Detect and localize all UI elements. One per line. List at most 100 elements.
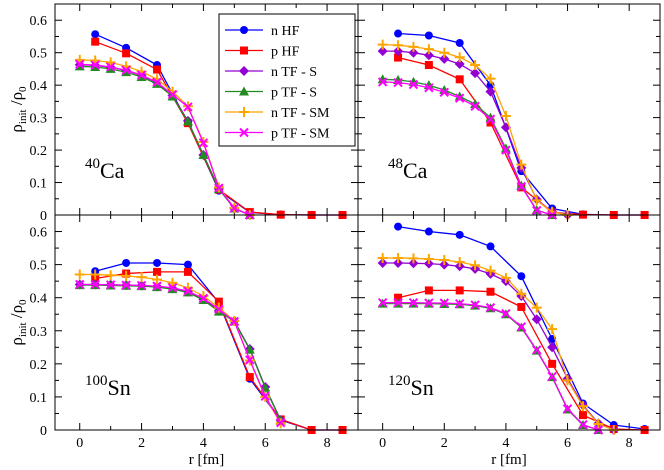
data-point-p-tf-sm [136,280,147,291]
series-line-p-hf [397,289,645,431]
series-p-tf-s [377,298,604,434]
data-point-n-tf-sm [152,274,163,285]
nucleus-label: 48Ca [388,156,428,183]
series-line-p-hf [95,271,343,431]
data-point-n-tf-s [377,46,388,57]
series-p-tf-sm [75,59,255,220]
data-point-p-hf [214,297,223,306]
series-n-tf-s [377,46,573,220]
legend: n HF p HF n TF - S p TF - S n TF - SM p TF - … [218,13,356,147]
data-point-p-tf-sm [105,62,116,72]
data-point-p-hf [424,61,433,70]
data-point-n-tf-sm [105,270,116,281]
y-axis-title: ρinit /ρ0 [7,299,29,346]
data-point-n-tf-s [470,68,481,79]
data-point-n-hf [122,258,131,267]
data-point-p-tf-sm [516,322,527,332]
data-point-p-hf [455,286,464,295]
series-line-n-tf-sm [382,257,615,431]
x-tick-label: 2 [138,436,145,451]
data-point-p-tf-s [244,344,255,354]
series-p-tf-sm [75,279,286,428]
data-point-p-tf-sm [75,279,85,290]
data-point-p-tf-sm [439,87,449,98]
data-point-n-hf [486,242,495,251]
data-point-p-tf-sm [470,300,480,310]
data-point-n-tf-sm [90,269,101,280]
y-axis-title: ρinit /ρ0 [7,86,29,133]
data-point-p-tf-sm [90,60,100,70]
legend-marker-p-tf-sm [239,127,249,138]
data-point-p-hf [183,267,192,276]
legend-label: p TF - SM [271,127,330,142]
data-point-p-tf-sm [485,114,496,124]
legend-marker-p-hf [240,46,248,55]
data-point-n-tf-sm [562,375,573,386]
data-point-p-tf-sm [393,297,403,308]
data-point-p-tf-sm [136,70,147,80]
data-point-p-tf-sm [198,138,209,148]
series-p-tf-sm [377,297,604,435]
data-point-p-hf [394,53,403,62]
series-n-tf-sm [377,39,573,220]
data-point-n-tf-s [485,86,496,97]
data-point-p-tf-sm [152,281,162,291]
data-point-n-tf-sm [454,52,465,63]
data-point-p-tf-sm [516,181,527,192]
legend-marker-n-tf-s [239,66,249,76]
data-point-p-tf-sm [260,391,270,401]
data-point-p-tf-sm [408,297,419,308]
data-point-p-tf-sm [167,283,178,293]
y-tick-label: 0.4 [30,292,48,307]
data-point-p-tf-sm [75,59,85,70]
data-point-n-tf-sm [74,269,85,280]
data-point-p-tf-s [454,91,465,101]
legend-entry-n-tf-s: n TF - S [225,65,317,80]
x-tick-label: 6 [564,436,571,451]
data-point-p-tf-sm [532,205,542,216]
panel-sn120: 0 2 4 6 8 120Sn [358,215,660,451]
nucleus-label: 120Sn [388,373,434,400]
data-point-p-tf-sm [245,355,255,365]
data-point-n-tf-sm [531,195,542,206]
x-tick-label: 4 [200,436,207,451]
series-p-hf [394,53,649,219]
x-tick-label: 4 [502,436,509,451]
data-point-p-tf-sm [198,293,209,304]
data-point-p-hf [486,287,495,296]
data-point-n-hf [455,38,464,47]
data-point-p-hf [153,65,162,74]
series-p-hf [91,267,347,434]
data-point-p-tf-sm [229,203,240,213]
series-n-tf-sm [377,253,619,435]
data-point-n-tf-s [393,46,404,57]
data-point-n-tf-sm [470,260,481,271]
legend-label: n TF - SM [271,106,330,121]
data-point-p-tf-sm [121,65,131,75]
legend-marker-n-tf-sm [239,107,249,117]
data-point-n-tf-sm [531,302,542,313]
data-point-p-hf [122,49,131,58]
data-point-p-tf-sm [501,145,511,155]
series-p-tf-sm [377,77,557,220]
series-line-n-tf-s [382,262,615,431]
data-point-p-tf-sm [454,93,465,103]
data-point-n-tf-sm [393,40,404,51]
data-point-p-hf [91,37,100,46]
data-point-p-tf-sm [578,420,588,430]
data-point-p-tf-sm [229,316,240,327]
data-point-p-hf [424,286,433,295]
data-point-p-tf-sm [377,297,388,308]
data-point-n-tf-sm [470,60,481,71]
data-point-p-tf-sm [90,279,100,290]
data-point-n-hf [517,272,526,281]
data-point-p-tf-sm [377,77,388,87]
panel-frames [54,3,661,431]
data-point-n-tf-s [547,342,558,353]
data-point-n-tf-sm [454,256,465,267]
data-point-n-tf-sm [516,159,527,170]
legend-label: n HF [271,24,300,39]
data-point-p-tf-sm [167,89,178,100]
data-point-n-hf [183,260,192,269]
